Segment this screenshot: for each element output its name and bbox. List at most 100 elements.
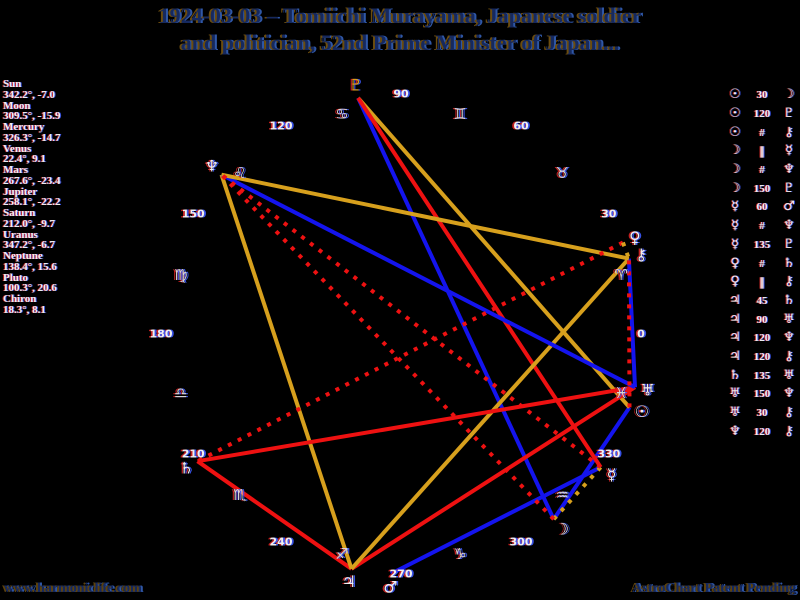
position-entry-jupiter: Jupiter 258.1°, -22.2 [3,186,113,209]
svg-text:♇: ♇ [349,76,363,95]
aspect-symbol: 60 [756,201,768,214]
svg-text:♋: ♋ [333,105,346,123]
svg-text:⚷: ⚷ [635,245,647,264]
sign-glyph-gemini: ♊♊♊ [451,105,468,123]
svg-text:♅: ♅ [639,381,653,400]
aspect-symbol: 120 [753,350,771,363]
planet-name-label: Venus [3,142,32,155]
svg-text:♃: ♃ [340,572,354,591]
saturn-glyph-icon: ♄ [729,367,741,383]
degree-label-0: 000 [635,328,647,341]
planet-positions-panel: Sun 342.2°, -7.0 Moon 309.5°, -15.9 Mercury 3… [3,79,113,316]
svg-text:♇: ♇ [347,76,361,95]
aspect-row-saturn-uranus: ♄ 135 ♅ [726,366,798,385]
neptune-glyph-icon: ♆ [783,218,795,234]
svg-text:☽: ☽ [553,520,567,539]
aspect-line-moon-pluto [356,97,556,521]
svg-text:⚷: ⚷ [634,245,646,264]
svg-text:0: 0 [637,328,645,341]
uranus-glyph-icon: ♅ [729,405,741,421]
aspect-row-moon-neptune: ☽ # ♆ [726,161,798,180]
aspect-row-sun-moon: ☉ 30 ☽ [726,86,798,105]
svg-text:♉: ♉ [554,164,567,182]
aspect-row-venus-chiron: ♀ ∥ ⚷ [726,273,798,292]
svg-text:30: 30 [603,208,619,221]
aspect-dotted-line-venus-saturn [196,240,624,463]
aspect-row-mercury-pluto: ☿ 135 ♇ [726,236,798,255]
aspect-symbol: 90 [756,313,768,326]
svg-text:♀: ♀ [627,228,639,247]
aspect-row-jupiter-neptune: ♃ 120 ♆ [726,329,798,348]
svg-text:♊: ♊ [453,105,466,123]
sun-glyph-icon: ☉ [729,106,741,122]
moon-glyph-icon: ☽ [783,87,795,103]
svg-text:330: 330 [599,448,622,461]
svg-text:♈: ♈ [613,266,626,284]
svg-text:♆: ♆ [205,157,219,176]
neptune-glyph-icon: ♆ [783,330,795,346]
svg-text:♓: ♓ [616,384,629,402]
aspect-line-uranus-neptune [220,172,636,389]
chart-title-line1: 1924-03-03 – Tomiichi Murayama, Japanese… [158,3,642,28]
svg-text:☿: ☿ [607,465,617,484]
position-entry-venus: Venus 22.4°, 9.1 [3,142,113,166]
position-entry-chiron: Chiron 18.3°, 8.1 [3,294,113,316]
planet-position-value: 258.1°, -22.2 [3,196,61,209]
moon-glyph-icon: ☽ [729,180,741,196]
chiron-glyph-icon: ⚷ [784,405,794,421]
planet-glyph-venus: ♀♀♀ [627,228,642,247]
svg-text:♃: ♃ [342,572,356,591]
planet-glyph-sun: ☉☉☉ [633,402,651,421]
aspect-line-jupiter-neptune [219,174,354,570]
svg-text:210: 210 [182,448,205,461]
svg-text:♆: ♆ [203,157,217,176]
aspect-row-neptune-chiron: ♆ 120 ⚷ [726,422,798,441]
chart-title-line2: and politician, 52nd Prime Minister of J… [180,30,620,55]
sun-glyph-icon: ☉ [729,87,741,103]
svg-text:☉: ☉ [637,402,651,421]
svg-text:♒: ♒ [555,486,568,504]
svg-text:120: 120 [268,120,291,133]
mercury-glyph-icon: ☿ [731,236,739,252]
svg-text:300: 300 [508,535,531,548]
neptune-glyph-icon: ♆ [729,423,741,439]
aspect-dotted-line-mercury-neptune [220,173,602,469]
svg-text:♌: ♌ [231,164,244,182]
planet-glyph-moon: ☽☽☽ [553,520,571,539]
svg-text:♊: ♊ [451,105,464,123]
svg-text:270: 270 [390,568,413,581]
svg-text:♉: ♉ [555,164,568,182]
svg-text:♋: ♋ [337,105,350,123]
aspect-dotted-line-moon-neptune [220,173,556,521]
aspect-row-uranus-chiron: ♅ 30 ⚷ [726,404,798,423]
svg-text:♍: ♍ [176,266,189,284]
sign-glyph-leo: ♌♌♌ [231,164,248,182]
pluto-glyph-icon: ♇ [783,236,795,252]
aspect-line-mercury-pluto [356,96,603,469]
svg-text:90: 90 [392,88,408,101]
svg-text:♏: ♏ [235,486,249,504]
planet-name-label: Neptune [3,250,43,262]
sign-glyph-taurus: ♉♉♉ [554,164,571,182]
sun-glyph-icon: ☉ [729,124,741,140]
planet-name-label: Saturn [3,207,36,219]
aspect-symbol: ∥ [759,145,765,158]
aspect-line-uranus-chiron [626,258,637,388]
planet-position-value: 18.3°, 8.1 [3,303,46,316]
position-entry-uranus: Uranus 347.2°, -6.7 [3,229,113,252]
sign-glyph-cancer: ♋♋♋ [333,105,350,123]
svg-text:♋: ♋ [335,105,348,123]
aspect-row-jupiter-chiron: ♃ 120 ⚷ [726,348,798,367]
planet-position-value: 347.2°, -6.7 [3,239,56,252]
planet-position-value: 22.4°, 9.1 [3,153,46,166]
planet-glyph-mars: ♂♂♂ [381,577,399,596]
svg-text:240: 240 [268,535,291,548]
neptune-glyph-icon: ♆ [783,386,795,402]
jupiter-glyph-icon: ♃ [729,292,741,308]
svg-text:♆: ♆ [206,157,220,176]
aspect-dotted-line-sun-chiron [626,258,632,408]
svg-text:60: 60 [515,120,531,133]
